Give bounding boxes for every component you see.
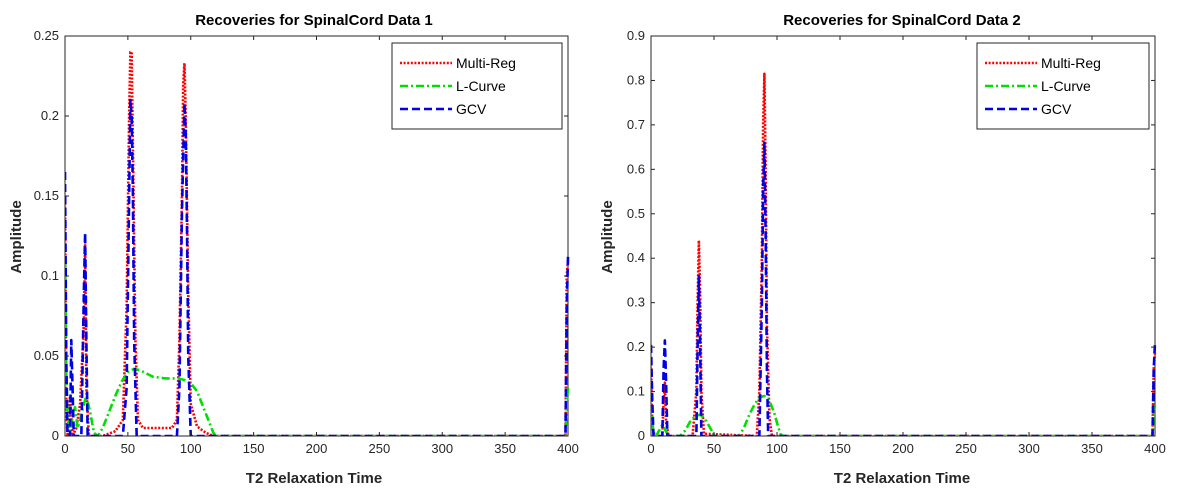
- y-tick-label: 0.9: [627, 28, 645, 43]
- x-tick-label: 50: [707, 441, 721, 456]
- y-tick-label: 0.6: [627, 161, 645, 176]
- series-line-l-curve: [65, 243, 570, 436]
- legend-label-gcv: GCV: [1041, 101, 1072, 117]
- y-axis-label: Amplitude: [8, 200, 25, 273]
- x-tick-label: 150: [829, 441, 851, 456]
- series-group: [651, 72, 1157, 436]
- x-tick-label: 250: [369, 441, 391, 456]
- x-tick-label: 300: [431, 441, 453, 456]
- x-tick-label: 0: [647, 441, 654, 456]
- x-tick-label: 350: [1081, 441, 1103, 456]
- x-tick-label: 100: [766, 441, 788, 456]
- y-tick-label: 0: [638, 428, 645, 443]
- y-tick-label: 0.8: [627, 72, 645, 87]
- y-tick-label: 0.25: [34, 28, 59, 43]
- x-tick-label: 300: [1018, 441, 1040, 456]
- legend-label-l-curve: L-Curve: [456, 78, 506, 94]
- y-axis-label: Amplitude: [599, 200, 616, 273]
- series-line-multi-reg: [651, 72, 1157, 436]
- y-tick-label: 0.15: [34, 188, 59, 203]
- x-tick-label: 350: [494, 441, 516, 456]
- y-tick-label: 0.1: [41, 268, 59, 283]
- chart-panel-1: Recoveries for SpinalCord Data 1 T2 Rela…: [8, 12, 579, 487]
- x-axis-label: T2 Relaxation Time: [246, 470, 382, 487]
- y-tick-label: 0.4: [627, 250, 645, 265]
- y-tick-label: 0.05: [34, 348, 59, 363]
- x-tick-label: 0: [61, 441, 68, 456]
- x-tick-label: 200: [892, 441, 914, 456]
- y-tick-label: 0.5: [627, 206, 645, 221]
- legend-label-multi-reg: Multi-Reg: [1041, 55, 1101, 71]
- x-tick-label: 50: [121, 441, 135, 456]
- series-group: [65, 50, 570, 436]
- series-line-gcv: [651, 141, 1157, 436]
- x-tick-label: 100: [180, 441, 202, 456]
- y-tick-label: 0: [52, 428, 59, 443]
- y-tick-label: 0.2: [627, 339, 645, 354]
- legend-label-multi-reg: Multi-Reg: [456, 55, 516, 71]
- x-tick-label: 150: [243, 441, 265, 456]
- x-tick-label: 400: [557, 441, 579, 456]
- x-tick-label: 250: [955, 441, 977, 456]
- legend: Multi-Reg L-Curve GCV: [391, 42, 563, 130]
- series-line-gcv: [65, 98, 570, 436]
- series-line-multi-reg: [65, 50, 570, 436]
- chart-title: Recoveries for SpinalCord Data 1: [195, 12, 433, 29]
- x-axis-label: T2 Relaxation Time: [834, 470, 970, 487]
- y-tick-label: 0.7: [627, 117, 645, 132]
- chart-panel-2: Recoveries for SpinalCord Data 2 T2 Rela…: [599, 12, 1166, 487]
- x-tick-label: 200: [306, 441, 328, 456]
- chart-title: Recoveries for SpinalCord Data 2: [783, 12, 1021, 29]
- x-tick-label: 400: [1144, 441, 1166, 456]
- y-tick-label: 0.1: [627, 384, 645, 399]
- series-line-l-curve: [651, 394, 1157, 436]
- y-tick-label: 0.3: [627, 295, 645, 310]
- legend-label-gcv: GCV: [456, 101, 487, 117]
- legend: Multi-Reg L-Curve GCV: [976, 42, 1150, 130]
- legend-label-l-curve: L-Curve: [1041, 78, 1091, 94]
- y-tick-label: 0.2: [41, 108, 59, 123]
